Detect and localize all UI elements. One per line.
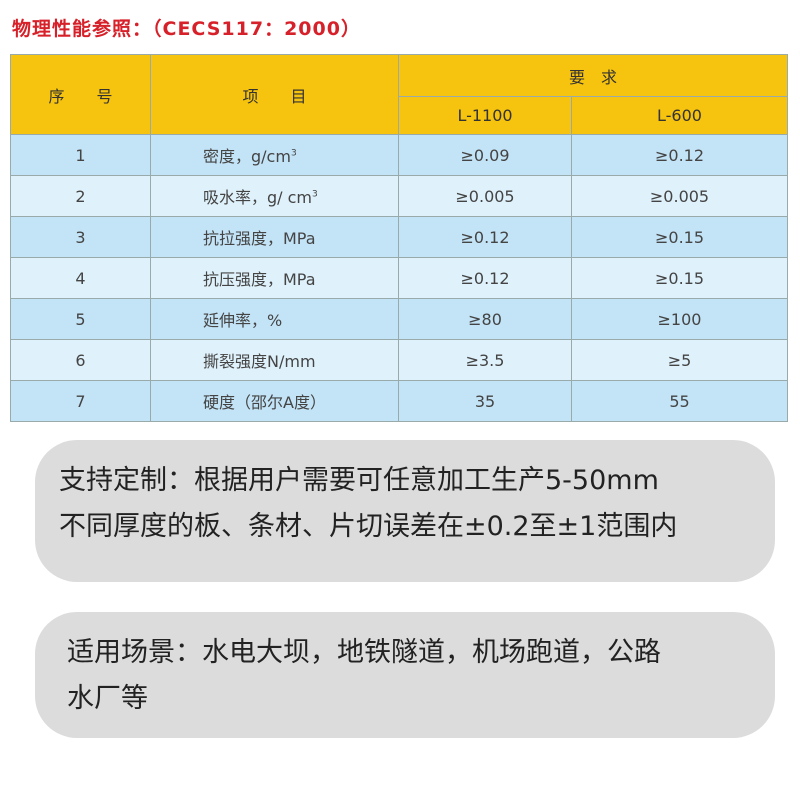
row-l600: 55 [571, 380, 788, 422]
row-l600: ≥0.12 [571, 134, 788, 176]
table-row: 5 延伸率，% ≥80 ≥100 [10, 298, 788, 340]
row-no: 1 [10, 134, 151, 176]
custom-line-1: 支持定制：根据用户需要可任意加工生产5-50mm [59, 465, 659, 496]
table-row: 2 吸水率，g/ cm3 ≥0.005 ≥0.005 [10, 175, 788, 217]
row-l1100: ≥0.005 [398, 175, 572, 217]
table-row: 3 抗拉强度，MPa ≥0.12 ≥0.15 [10, 216, 788, 258]
row-item: 抗拉强度，MPa [150, 216, 399, 258]
table-row: 4 抗压强度，MPa ≥0.12 ≥0.15 [10, 257, 788, 299]
header-item: 项 目 [150, 54, 399, 135]
row-no: 3 [10, 216, 151, 258]
header-requirement: 要 求 [398, 54, 788, 97]
scenes-line-1: 适用场景：水电大坝，地铁隧道，机场跑道，公路 [67, 637, 661, 668]
scenes-line-2: 水厂等 [67, 683, 148, 714]
header-no: 序 号 [10, 54, 151, 135]
row-no: 2 [10, 175, 151, 217]
page-title: 物理性能参照：（CECS117：2000） [12, 18, 361, 40]
row-no: 5 [10, 298, 151, 340]
custom-line-2: 不同厚度的板、条材、片切误差在±0.2至±1范围内 [59, 511, 678, 542]
table-row: 6 撕裂强度N/mm ≥3.5 ≥5 [10, 339, 788, 381]
row-l1100: ≥0.12 [398, 216, 572, 258]
row-l1100: ≥80 [398, 298, 572, 340]
row-l600: ≥0.005 [571, 175, 788, 217]
custom-note: 支持定制：根据用户需要可任意加工生产5-50mm 不同厚度的板、条材、片切误差在… [35, 440, 775, 582]
properties-table: 序 号 项 目 要 求 L-1100 L-600 1 密度，g/cm3 ≥0.0… [10, 54, 788, 422]
row-l600: ≥100 [571, 298, 788, 340]
header-l1100: L-1100 [398, 96, 572, 135]
row-no: 6 [10, 339, 151, 381]
row-l600: ≥0.15 [571, 257, 788, 299]
row-item: 抗压强度，MPa [150, 257, 399, 299]
row-l1100: ≥3.5 [398, 339, 572, 381]
row-item: 吸水率，g/ cm3 [150, 175, 399, 217]
row-no: 4 [10, 257, 151, 299]
table-row: 1 密度，g/cm3 ≥0.09 ≥0.12 [10, 134, 788, 176]
header-l600: L-600 [571, 96, 788, 135]
row-l1100: ≥0.09 [398, 134, 572, 176]
row-item: 硬度（邵尔A度） [150, 380, 399, 422]
row-no: 7 [10, 380, 151, 422]
row-item: 撕裂强度N/mm [150, 339, 399, 381]
table-row: 7 硬度（邵尔A度） 35 55 [10, 380, 788, 422]
row-l1100: 35 [398, 380, 572, 422]
scenes-note: 适用场景：水电大坝，地铁隧道，机场跑道，公路 水厂等 [35, 612, 775, 738]
row-item: 密度，g/cm3 [150, 134, 399, 176]
row-l600: ≥5 [571, 339, 788, 381]
row-item: 延伸率，% [150, 298, 399, 340]
row-l600: ≥0.15 [571, 216, 788, 258]
row-l1100: ≥0.12 [398, 257, 572, 299]
